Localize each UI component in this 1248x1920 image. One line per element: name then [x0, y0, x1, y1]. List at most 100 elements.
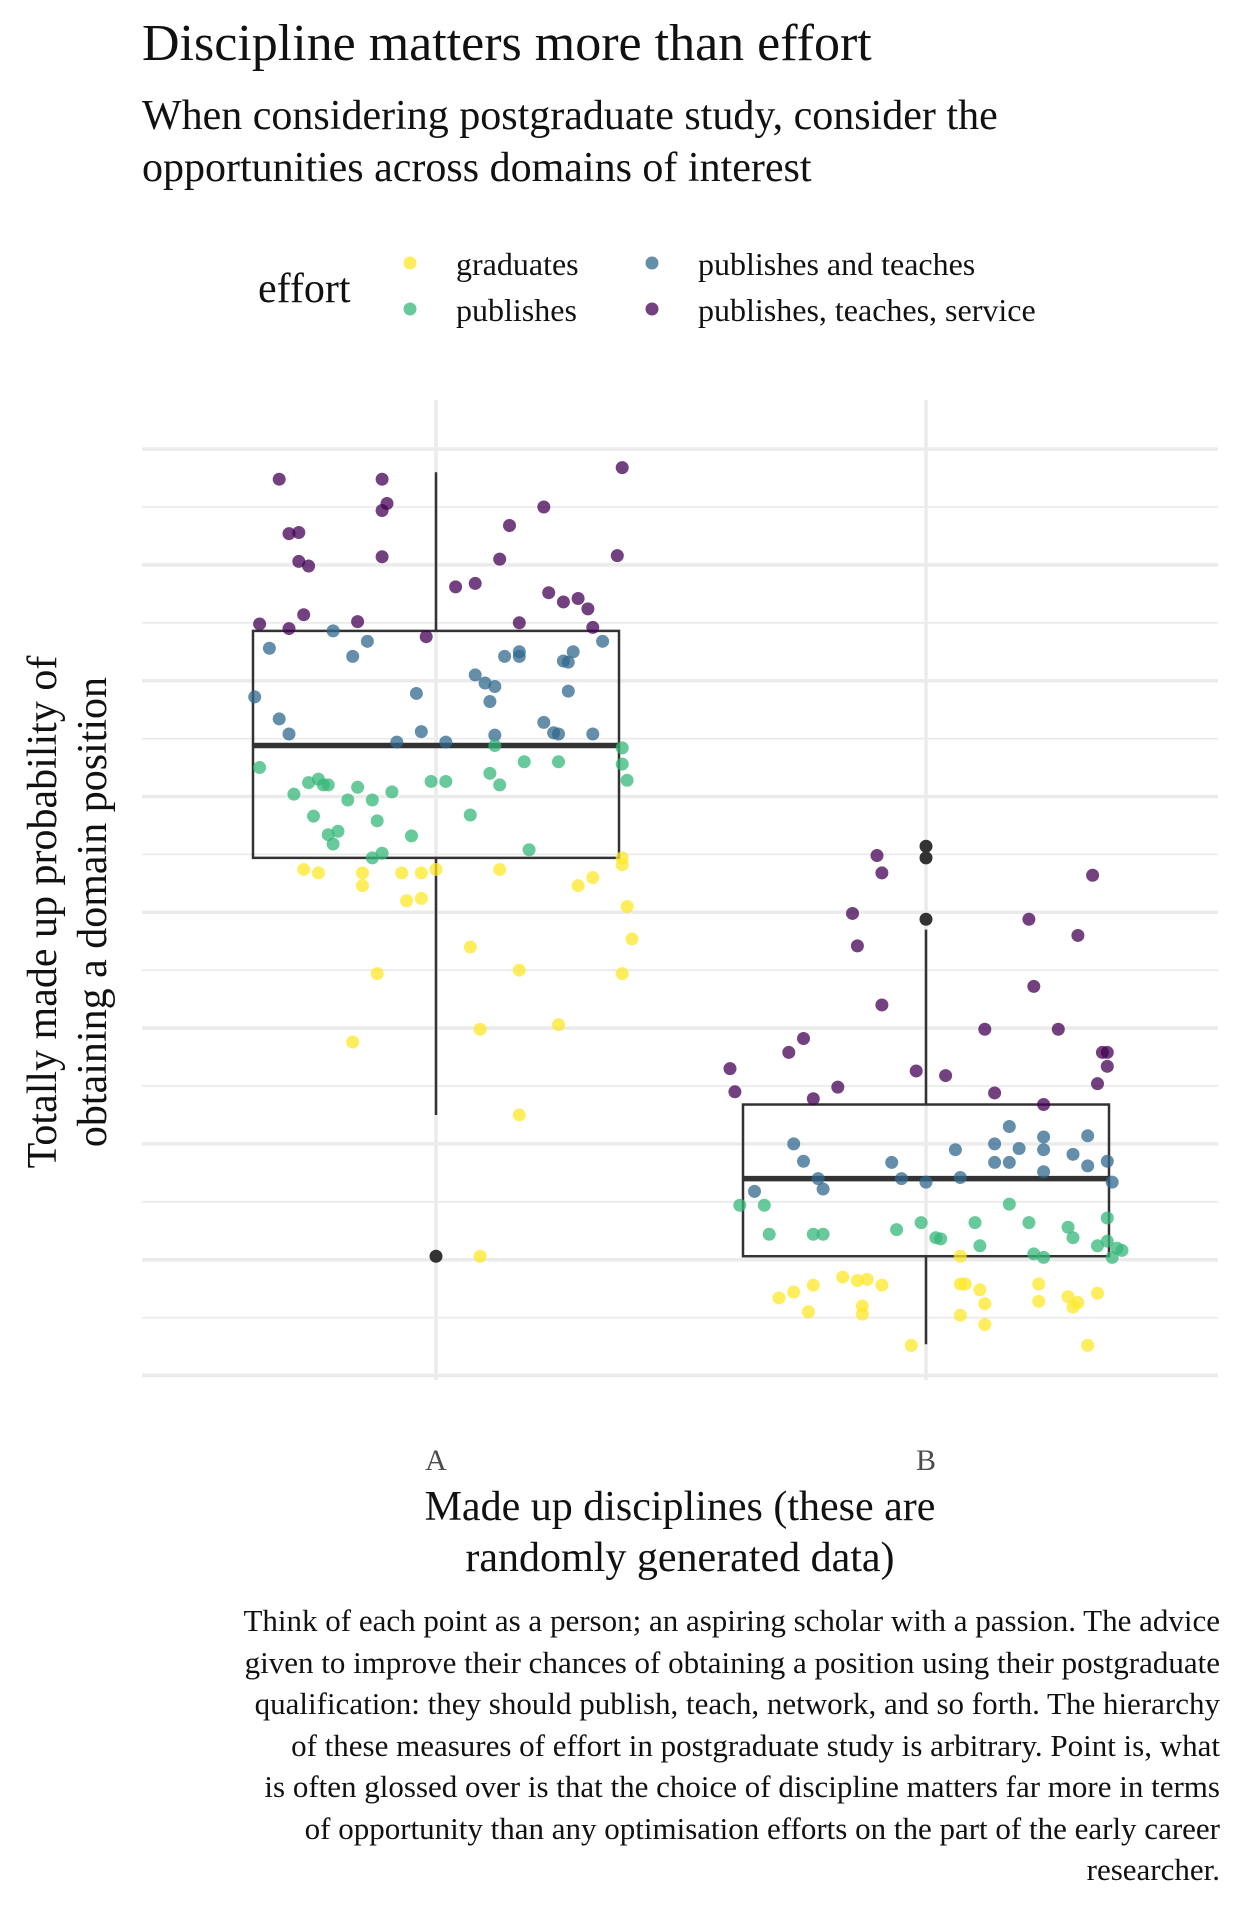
- data-point: [297, 608, 311, 622]
- data-point: [414, 725, 428, 739]
- chart-subtitle: When considering postgraduate study, con…: [142, 90, 998, 194]
- data-point: [1091, 1077, 1104, 1091]
- data-point: [801, 1305, 815, 1319]
- data-point: [537, 715, 551, 729]
- data-point: [1086, 868, 1100, 882]
- data-point: [272, 472, 286, 486]
- data-point: [1091, 1239, 1104, 1253]
- outlier-point: [919, 851, 933, 865]
- data-point: [351, 780, 365, 794]
- data-point: [483, 695, 497, 709]
- subtitle-line: opportunities across domains of interest: [142, 145, 812, 191]
- data-point: [1022, 912, 1036, 926]
- data-point: [1100, 1211, 1114, 1225]
- data-point: [512, 616, 526, 630]
- data-point: [610, 549, 624, 563]
- data-point: [282, 527, 296, 541]
- data-point: [1081, 1129, 1095, 1143]
- x-axis-label: randomly generated data): [465, 1535, 894, 1581]
- data-point: [493, 552, 507, 566]
- data-point: [375, 550, 389, 564]
- data-point: [885, 1155, 899, 1169]
- data-point: [370, 814, 384, 828]
- data-point: [429, 862, 443, 876]
- data-point: [757, 1198, 771, 1212]
- box-plot-chart: effort graduates publishes and teaches publ…: [20, 246, 1218, 1581]
- data-point: [498, 649, 512, 663]
- data-point: [468, 576, 482, 590]
- data-point: [493, 862, 507, 876]
- data-point: [512, 1108, 526, 1122]
- data-point: [253, 617, 267, 631]
- data-point: [1061, 1220, 1075, 1234]
- data-point: [1100, 1045, 1114, 1059]
- legend-key: [645, 256, 659, 270]
- data-point: [483, 766, 497, 780]
- axis-labels: A B Made up disciplines (these are randomly…: [20, 656, 936, 1581]
- data-point: [1071, 1296, 1085, 1310]
- data-point: [615, 461, 629, 475]
- data-point: [1100, 1059, 1114, 1073]
- data-point: [414, 891, 428, 905]
- data-point: [375, 472, 389, 486]
- data-point: [282, 622, 296, 636]
- data-point: [1091, 1286, 1104, 1300]
- data-point: [351, 615, 365, 629]
- data-point: [439, 774, 453, 788]
- data-point: [586, 620, 600, 634]
- data-point: [307, 809, 320, 823]
- data-point: [1100, 1234, 1114, 1248]
- data-point: [615, 967, 629, 981]
- data-point: [253, 761, 267, 775]
- data-point: [272, 712, 286, 726]
- data-point: [615, 757, 629, 771]
- data-point: [860, 1272, 874, 1286]
- data-point: [356, 879, 369, 893]
- data-point: [806, 1092, 820, 1106]
- x-tick-label: A: [425, 1444, 447, 1477]
- data-point: [811, 1172, 825, 1186]
- data-point: [1071, 928, 1085, 942]
- data-point: [939, 1069, 953, 1083]
- data-point: [370, 967, 384, 981]
- data-point: [831, 1080, 845, 1094]
- data-point: [953, 1249, 967, 1263]
- chart-title: Discipline matters more than effort: [142, 15, 872, 72]
- data-point: [1037, 1250, 1051, 1264]
- legend-label: publishes: [456, 292, 577, 328]
- data-point: [488, 739, 502, 753]
- data-point: [895, 1172, 908, 1186]
- data-point: [537, 500, 551, 514]
- data-point: [409, 686, 423, 700]
- data-point: [424, 774, 438, 788]
- data-point: [542, 586, 556, 600]
- data-point: [439, 735, 453, 749]
- data-point: [326, 837, 340, 851]
- data-point: [262, 641, 276, 655]
- data-point: [556, 595, 570, 609]
- data-point: [493, 778, 507, 792]
- legend: effort graduates publishes and teaches publ…: [258, 246, 1036, 328]
- outlier-point: [919, 912, 933, 926]
- data-point: [586, 871, 600, 885]
- data-point: [326, 624, 340, 638]
- caption-line: of opportunity than any optimisation eff…: [304, 1810, 1220, 1846]
- legend-label: graduates: [456, 246, 579, 282]
- data-point: [615, 741, 629, 755]
- data-point: [287, 787, 301, 801]
- data-point: [958, 1277, 972, 1291]
- legend-key: [403, 302, 417, 316]
- data-point: [297, 862, 311, 876]
- data-point: [1037, 1098, 1051, 1112]
- data-point: [365, 851, 379, 865]
- data-point: [522, 843, 536, 857]
- data-point: [988, 1137, 1002, 1151]
- data-point: [1061, 1290, 1075, 1304]
- data-point: [419, 630, 433, 644]
- data-point: [806, 1278, 820, 1292]
- data-point: [552, 1018, 565, 1032]
- data-point: [978, 1318, 992, 1332]
- data-point: [988, 1155, 1002, 1169]
- data-point: [1022, 1216, 1036, 1230]
- data-point: [1012, 1142, 1026, 1156]
